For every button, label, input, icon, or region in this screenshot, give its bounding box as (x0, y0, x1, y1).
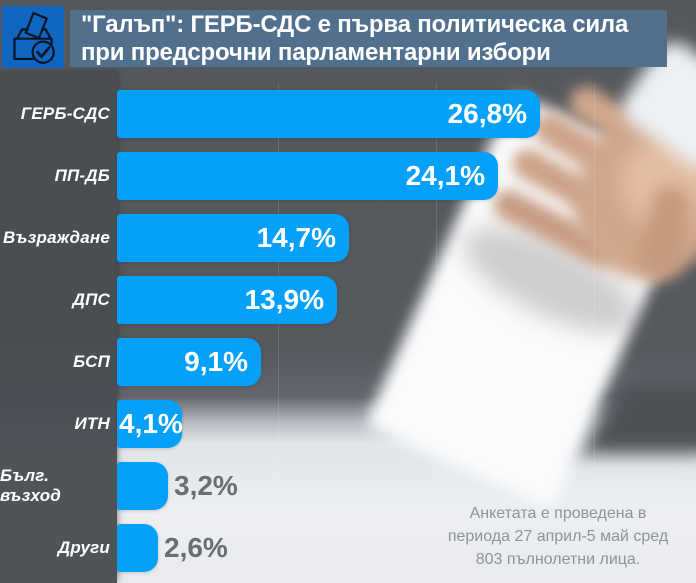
title-band: "Галъп": ГЕРБ-СДС е първа политическа си… (70, 10, 667, 67)
bar: 13,9% (117, 276, 337, 324)
bar (117, 462, 168, 510)
chart-row: ДПС 13,9% (0, 269, 696, 331)
bar-value: 9,1% (184, 346, 248, 377)
bar: 9,1% (117, 338, 261, 386)
chart-row: Бълг. възход 3,2% (0, 455, 696, 517)
gridline (594, 83, 595, 505)
bar-chart: ГЕРБ-СДС 26,8% ПП-ДБ 24,1% Възраждане 14,7% ДП… (0, 83, 696, 579)
ballot-box-check-icon (13, 12, 55, 64)
bar-value: 13,9% (244, 284, 324, 315)
bar: 14,7% (117, 214, 349, 262)
chart-row: ИТН 4,1% (0, 393, 696, 455)
category-label: ПП-ДБ (54, 166, 110, 185)
chart-row: Възраждане 14,7% (0, 207, 696, 269)
category-label: БСП (73, 352, 110, 371)
category-label: ГЕРБ-СДС (20, 104, 110, 123)
bar-value: 2,6% (164, 532, 228, 563)
bar-value: 24,1% (405, 160, 485, 191)
gridline (436, 83, 437, 505)
chart-row: БСП 9,1% (0, 331, 696, 393)
category-label: ИТН (74, 414, 110, 433)
bar: 24,1% (117, 152, 498, 200)
bar-value: 3,2% (174, 470, 238, 501)
category-label: ДПС (72, 290, 110, 309)
bar: 4,1% (117, 400, 183, 448)
page-title: "Галъп": ГЕРБ-СДС е първа политическа си… (81, 10, 629, 66)
bar-value: 26,8% (447, 98, 527, 129)
chart-row: ГЕРБ-СДС 26,8% (0, 83, 696, 145)
chart-row: ПП-ДБ 24,1% (0, 145, 696, 207)
bar-value: 4,1% (119, 408, 183, 439)
category-label: Възраждане (2, 228, 110, 247)
chart-row: Други 2,6% (0, 517, 696, 579)
ballot-box-check-icon (2, 6, 64, 68)
bar: 26,8% (117, 90, 540, 138)
category-label: Бълг. възход (0, 466, 62, 505)
category-label: Други (57, 538, 110, 557)
bar (117, 524, 158, 572)
bar-value: 14,7% (256, 222, 336, 253)
survey-note: Анкетата е проведена в периода 27 април-… (447, 505, 669, 568)
label-panel (0, 70, 117, 583)
